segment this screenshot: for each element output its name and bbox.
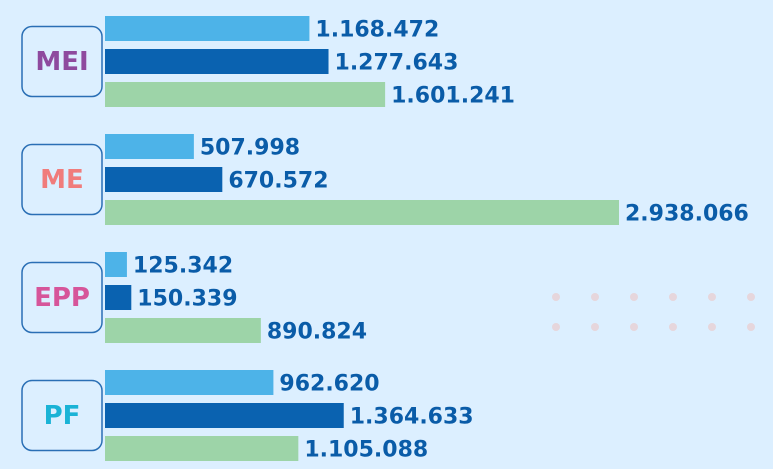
value-label: 1.105.088: [304, 438, 428, 463]
category-box: [21, 379, 103, 452]
category-label: EPP: [34, 283, 90, 313]
value-label: 1.277.643: [335, 51, 459, 76]
decorative-dots: [552, 293, 755, 331]
value-label: 125.342: [133, 254, 233, 279]
value-label: 2.938.066: [625, 202, 749, 227]
value-label: 670.572: [228, 169, 328, 194]
bar: [105, 318, 261, 343]
category-box: [21, 25, 103, 98]
bar: [105, 200, 619, 225]
bar: [105, 134, 194, 159]
value-label: 1.601.241: [391, 84, 515, 109]
bar: [105, 436, 299, 461]
bar: [105, 403, 344, 428]
value-label: 1.168.472: [315, 18, 439, 43]
value-label: 507.998: [200, 136, 300, 161]
category-label: ME: [40, 165, 84, 195]
bar: [105, 82, 386, 107]
value-label: 1.364.633: [350, 405, 474, 430]
bar: [105, 16, 310, 41]
category-box: [21, 261, 103, 334]
category-label: PF: [44, 401, 81, 431]
bar: [105, 49, 329, 74]
bar: [105, 370, 274, 395]
value-label: 150.339: [137, 287, 237, 312]
bar: [105, 167, 223, 192]
bar: [105, 285, 132, 310]
category-box: [21, 143, 103, 216]
value-label: 890.824: [267, 320, 367, 345]
value-label: 962.620: [279, 372, 379, 397]
category-label: MEI: [35, 47, 88, 77]
bar: [105, 252, 127, 277]
